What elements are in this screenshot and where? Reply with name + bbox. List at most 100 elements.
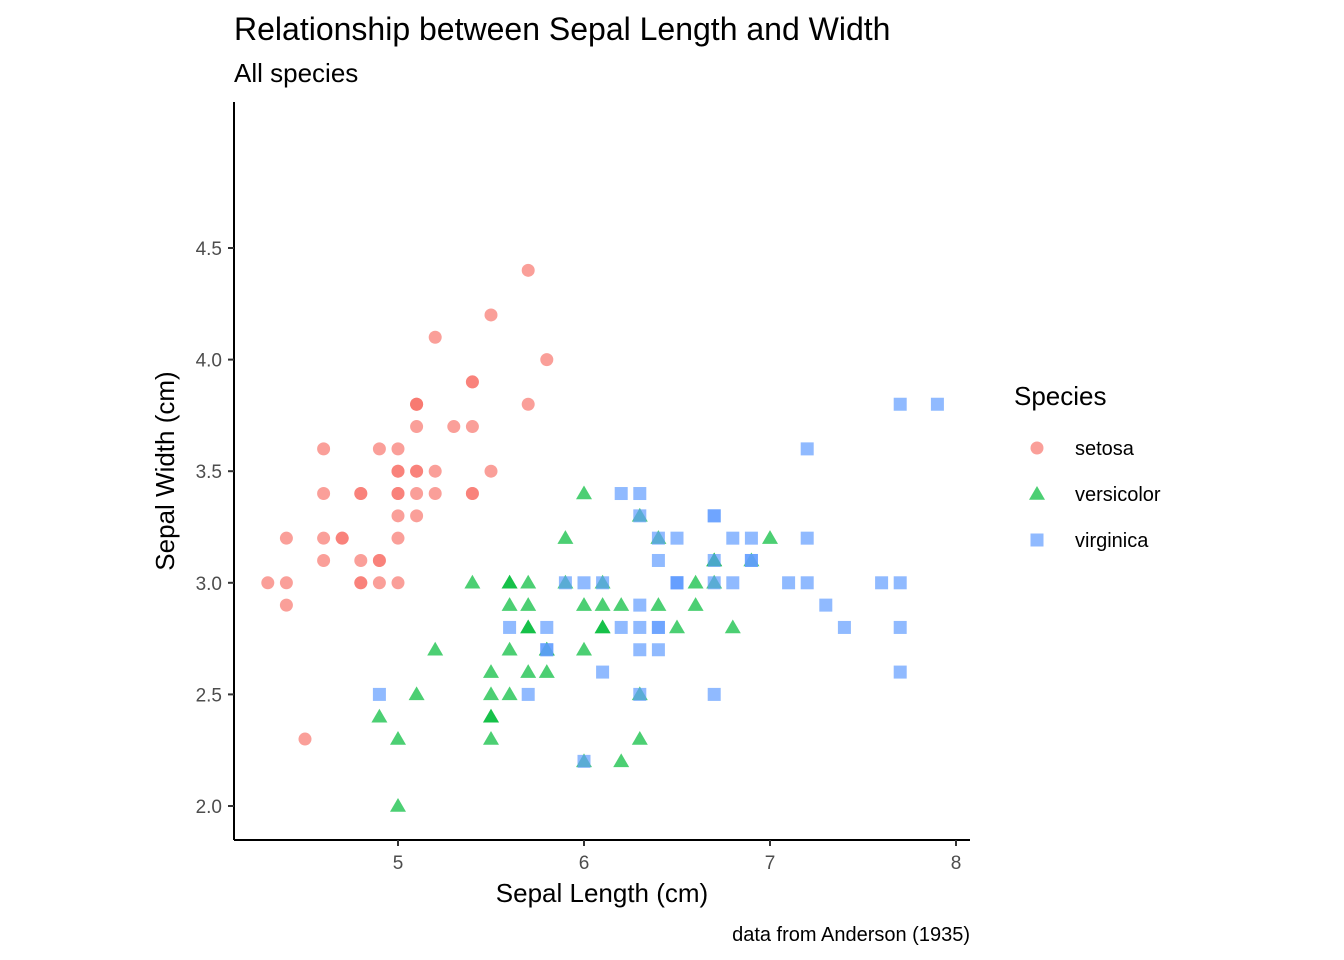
setosa-point — [521, 263, 535, 277]
versicolor-point — [576, 485, 592, 500]
x-tick-label: 6 — [579, 853, 590, 874]
legend-keys: setosa versicolor virginica — [1029, 438, 1161, 552]
virginica-point — [614, 620, 628, 634]
versicolor-point — [464, 574, 481, 589]
versicolor-point — [669, 619, 685, 634]
virginica-point — [540, 620, 554, 634]
virginica-point — [651, 643, 665, 657]
setosa-point — [410, 420, 424, 434]
virginica-point — [503, 620, 517, 634]
x-axis-ticks: 5 6 7 8 — [393, 840, 962, 874]
virginica-point — [875, 576, 889, 590]
setosa-point — [540, 353, 554, 367]
setosa-point — [465, 420, 479, 434]
virginica-point — [707, 687, 721, 701]
virginica-point — [930, 397, 944, 411]
virginica-point — [558, 576, 572, 590]
virginica-point — [633, 598, 647, 612]
setosa-point — [391, 464, 405, 478]
versicolor-point — [390, 731, 406, 745]
legend-label: setosa — [1075, 438, 1135, 460]
virginica-point — [633, 487, 647, 501]
virginica-point — [707, 509, 721, 523]
setosa-point — [391, 442, 405, 456]
versicolor-point — [576, 641, 592, 656]
y-tick-label: 4.0 — [196, 351, 222, 372]
versicolor-point — [408, 686, 425, 701]
virginica-point — [707, 576, 721, 590]
setosa-point — [335, 531, 349, 545]
virginica-point — [670, 576, 684, 590]
chart-title: Relationship between Sepal Length and Wi… — [234, 11, 890, 47]
legend-item-virginica: virginica — [1030, 530, 1149, 552]
setosa-point — [261, 576, 275, 590]
setosa-point — [391, 576, 405, 590]
virginica-point — [744, 531, 758, 545]
virginica-point — [800, 531, 814, 545]
versicolor-point — [724, 619, 741, 634]
legend-item-versicolor: versicolor — [1029, 484, 1161, 506]
versicolor-point — [427, 641, 444, 656]
setosa-point — [317, 487, 331, 501]
setosa-point — [410, 464, 424, 478]
virginica-point — [893, 576, 907, 590]
versicolor-point — [520, 619, 537, 634]
versicolor-point — [501, 686, 518, 701]
chart-subtitle: All species — [234, 58, 358, 88]
y-tick-label: 3.0 — [196, 574, 222, 595]
versicolor-point — [483, 664, 499, 678]
virginica-point — [521, 687, 535, 701]
versicolor-point — [650, 597, 667, 611]
setosa-point — [391, 487, 405, 501]
versicolor-point — [613, 753, 630, 768]
legend: Species setosa versicolor virginica — [1014, 381, 1161, 552]
versicolor-point — [483, 708, 499, 723]
y-tick-label: 2.0 — [196, 797, 222, 818]
setosa-point — [354, 487, 368, 501]
virginica-point — [707, 553, 721, 567]
legend-title: Species — [1014, 381, 1107, 411]
virginica-point — [819, 598, 833, 612]
y-axis-title: Sepal Width (cm) — [150, 371, 180, 570]
virginica-point — [893, 397, 907, 411]
virginica-point — [893, 620, 907, 634]
legend-label: versicolor — [1075, 484, 1161, 506]
data-points — [261, 263, 944, 812]
versicolor-point — [483, 686, 499, 701]
series-virginica — [372, 397, 944, 768]
virginica-point — [726, 531, 740, 545]
versicolor-point — [371, 708, 388, 723]
setosa-point — [428, 487, 442, 501]
setosa-point — [465, 375, 479, 389]
virginica-point — [372, 687, 386, 701]
setosa-point — [465, 487, 479, 501]
x-tick-label: 8 — [951, 853, 962, 874]
versicolor-point — [631, 731, 648, 745]
setosa-point — [447, 420, 461, 434]
legend-label: virginica — [1075, 530, 1149, 552]
chart-caption: data from Anderson (1935) — [732, 924, 970, 946]
virginica-point — [596, 665, 610, 679]
setosa-point — [372, 576, 386, 590]
virginica-point — [651, 553, 665, 567]
virginica-point — [540, 643, 554, 657]
versicolor-point — [687, 574, 704, 589]
virginica-point — [633, 509, 647, 523]
series-versicolor — [371, 485, 778, 812]
versicolor-point — [594, 619, 611, 634]
virginica-point — [726, 576, 740, 590]
versicolor-point — [613, 597, 630, 611]
setosa-point — [279, 598, 293, 612]
y-tick-label: 3.5 — [196, 462, 222, 483]
versicolor-point — [520, 664, 537, 678]
versicolor-point — [501, 574, 518, 589]
virginica-point — [837, 620, 851, 634]
setosa-point — [391, 509, 405, 523]
versicolor-point — [762, 530, 778, 544]
setosa-point — [372, 442, 386, 456]
versicolor-point — [520, 574, 537, 589]
versicolor-point — [520, 597, 537, 611]
versicolor-point — [687, 597, 704, 611]
setosa-point — [484, 464, 498, 478]
setosa-point — [428, 330, 442, 344]
